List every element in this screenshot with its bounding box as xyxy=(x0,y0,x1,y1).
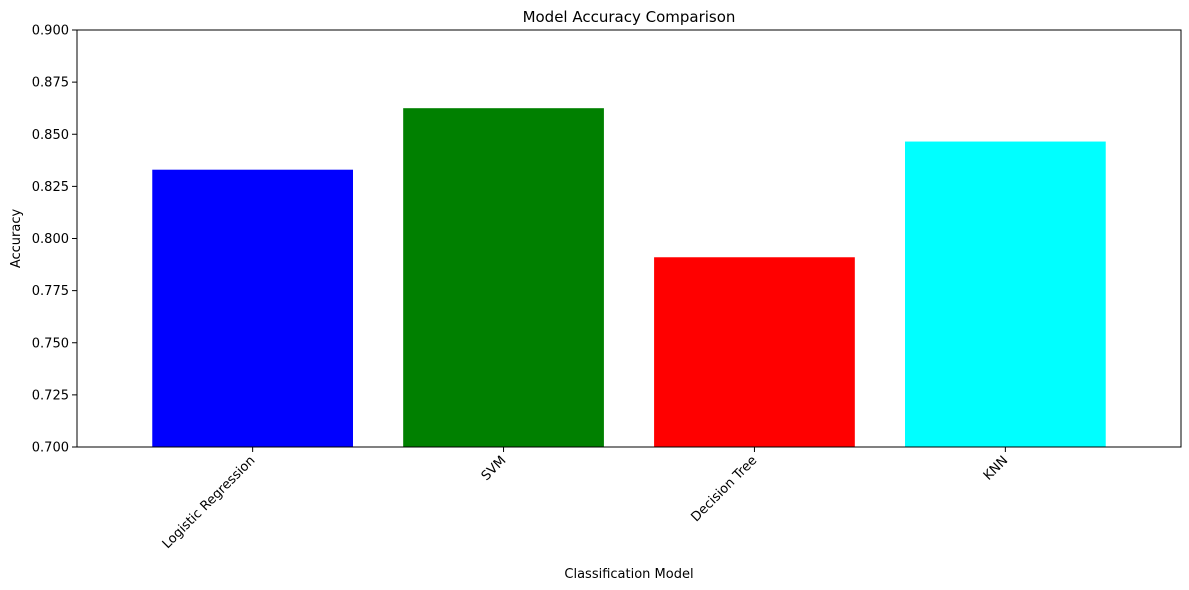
y-tick-label: 0.800 xyxy=(32,232,69,247)
bar-logistic-regression xyxy=(152,169,353,447)
x-tick-label: Logistic Regression xyxy=(160,453,259,552)
plot-frame xyxy=(76,29,1182,448)
y-tick-label: 0.825 xyxy=(32,180,69,195)
y-tick-label: 0.875 xyxy=(32,76,69,91)
y-tick-label: 0.775 xyxy=(32,284,69,299)
chart-title: Model Accuracy Comparison xyxy=(523,8,736,26)
y-tick-label: 0.850 xyxy=(32,128,69,143)
x-axis-label: Classification Model xyxy=(564,567,693,582)
y-tick-label: 0.900 xyxy=(32,24,69,39)
x-axis-ticks: Logistic Regression SVM Decision Tree KNN xyxy=(160,447,1011,552)
y-tick-label: 0.725 xyxy=(32,388,69,403)
bar-decision-tree xyxy=(654,257,855,447)
x-tick-label: SVM xyxy=(479,453,510,484)
y-axis-label: Accuracy xyxy=(9,209,24,269)
bars-layer xyxy=(152,108,1106,448)
bar-svm xyxy=(403,108,604,447)
x-tick-label: Decision Tree xyxy=(688,453,760,525)
x-tick-label: KNN xyxy=(981,453,1011,483)
bar-knn xyxy=(905,141,1106,448)
y-tick-label: 0.700 xyxy=(32,441,69,456)
y-axis-ticks: 0.700 0.725 0.750 0.775 0.800 0.825 0.850 0.875… xyxy=(32,24,77,456)
y-tick-label: 0.750 xyxy=(32,336,69,351)
